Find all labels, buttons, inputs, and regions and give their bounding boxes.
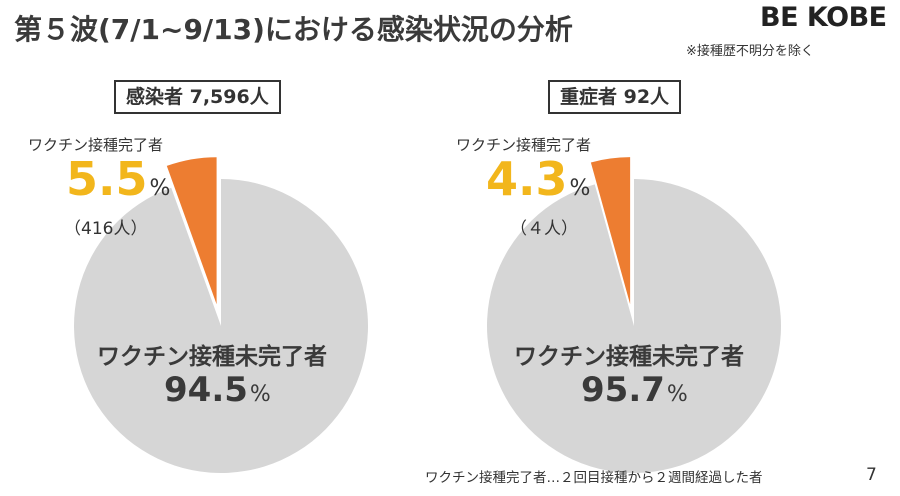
chart-heading-severe: 重症者 92人 <box>548 80 682 114</box>
unvaccinated-percent: 95.7% <box>581 370 688 410</box>
vaccinated-label: ワクチン接種完了者 <box>28 136 164 154</box>
pie-slice-vaccinated <box>590 157 631 305</box>
unvaccinated-percent: 94.5% <box>164 370 271 410</box>
vaccinated-percent: 5.5% <box>66 152 170 206</box>
title-note: ※接種歴不明分を除く <box>686 44 814 59</box>
unvaccinated-percent-value: 95.7 <box>581 370 665 410</box>
percent-unit: % <box>249 382 271 407</box>
page-number: 7 <box>866 465 877 485</box>
unvaccinated-label: ワクチン接種未完了者 <box>514 344 744 370</box>
vaccinated-label: ワクチン接種完了者 <box>456 136 592 154</box>
be-kobe-logo: BE KOBE <box>760 2 887 33</box>
vaccinated-percent-value: 5.5 <box>66 152 148 206</box>
percent-unit: % <box>149 176 171 201</box>
unvaccinated-percent-value: 94.5 <box>164 370 248 410</box>
percent-unit: % <box>666 382 688 407</box>
pie-slice-vaccinated <box>166 157 217 305</box>
chart-heading-infected: 感染者 7,596人 <box>114 80 281 114</box>
vaccinated-percent: 4.3% <box>486 152 590 206</box>
vaccinated-percent-value: 4.3 <box>486 152 568 206</box>
vaccinated-count: （416人） <box>64 219 148 239</box>
percent-unit: % <box>569 176 591 201</box>
vaccinated-count: （４人） <box>510 219 578 239</box>
pie-slice-unvaccinated <box>73 179 369 473</box>
unvaccinated-label: ワクチン接種未完了者 <box>97 344 327 370</box>
footnote: ワクチン接種完了者…２回目接種から２週間経過した者 <box>425 470 763 486</box>
pie-slice-unvaccinated <box>487 179 781 473</box>
page-title: 第５波(7/1~9/13)における感染状況の分析 <box>14 13 573 46</box>
